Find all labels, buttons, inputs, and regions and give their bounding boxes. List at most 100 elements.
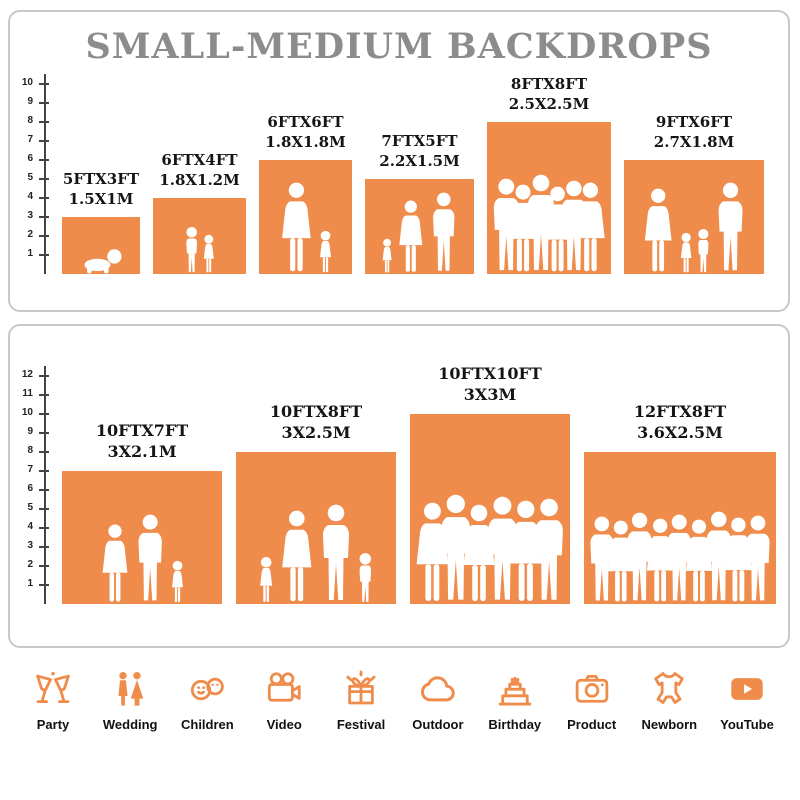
backdrop-size-label: 5FTX3FT 1.5X1M xyxy=(63,170,139,209)
ruler-tick xyxy=(39,508,49,510)
backdrop-size-label: 9FTX6FT 2.7X1.8M xyxy=(654,113,734,152)
silhouette-group xyxy=(236,504,396,604)
category-row: Party Wedding Children Video Festival Outdoor… xyxy=(10,668,790,732)
man-silhouette xyxy=(530,498,568,604)
birthday-icon xyxy=(494,668,536,710)
backdrop-item: 6FTX6FT 1.8X1.8M xyxy=(259,113,352,274)
backdrop-item: 7FTX5FT 2.2X1.5M xyxy=(365,132,474,274)
ruler-number: 5 xyxy=(27,172,33,183)
silhouette-group xyxy=(624,182,764,274)
silhouette-group xyxy=(62,514,222,604)
size-ft-text: 6FTX4FT xyxy=(161,151,238,169)
size-ft-text: 12FTX8FT xyxy=(633,402,727,422)
category-festival: Festival xyxy=(334,668,388,732)
category-label: Outdoor xyxy=(412,717,464,732)
man-silhouette xyxy=(318,504,354,604)
category-label: YouTube xyxy=(720,717,774,732)
size-m-text: 3X3M xyxy=(463,385,517,405)
backdrop-rect xyxy=(487,122,611,274)
size-ft-text: 7FTX5FT xyxy=(381,132,458,150)
woman-silhouette xyxy=(641,188,675,274)
child-silhouette xyxy=(696,228,711,274)
ruler-tick xyxy=(39,489,49,491)
ruler-tick xyxy=(39,527,49,529)
ruler-number: 7 xyxy=(27,464,33,475)
ruler-number: 2 xyxy=(27,559,33,570)
ruler-number: 4 xyxy=(27,521,33,532)
ruler-tick xyxy=(39,546,49,548)
size-ft-text: 10FTX10FT xyxy=(438,364,542,384)
bottom-ruler: 1 2 3 4 5 6 7 8 9 10 11 12 xyxy=(20,366,49,604)
category-video: Video xyxy=(257,668,311,732)
ruler-tick xyxy=(39,254,49,256)
ruler-tick xyxy=(39,432,49,434)
woman-silhouette xyxy=(99,524,131,604)
bottom-bars: 10FTX7FT 3X2.1M 10FTX8FT 3X2.5M 10FTX10FT 3X3… xyxy=(62,364,776,604)
backdrop-rect xyxy=(624,160,764,274)
bottom-panel: 1 2 3 4 5 6 7 8 9 10 11 12 10FTX7FT 3X2.1M 10FTX8FT 3X… xyxy=(8,324,790,648)
ruler-number: 1 xyxy=(27,578,33,589)
ruler-tick xyxy=(39,197,49,199)
backdrop-rect xyxy=(410,414,570,604)
wedding-icon xyxy=(109,668,151,710)
backdrop-item: 9FTX6FT 2.7X1.8M xyxy=(624,113,764,274)
category-label: Party xyxy=(36,717,70,732)
size-m-text: 2.5X2.5M xyxy=(508,94,590,113)
ruler-tick xyxy=(39,121,49,123)
size-m-text: 1.8X1.2M xyxy=(159,170,240,189)
backdrop-rect xyxy=(584,452,776,604)
backdrop-rect xyxy=(236,452,396,604)
ruler-number: 4 xyxy=(27,191,33,202)
girl-silhouette xyxy=(202,234,216,274)
backdrop-size-label: 8FTX8FT 2.5X2.5M xyxy=(509,75,589,114)
backdrop-item: 10FTX8FT 3X2.5M xyxy=(236,402,396,604)
ruler-number: 11 xyxy=(22,388,33,399)
silhouette-group xyxy=(259,182,352,274)
backdrop-rect xyxy=(62,471,222,604)
top-chart-area: 1 2 3 4 5 6 7 8 9 10 5FTX3FT 1.5X1M 6FTX4FT 1.8X1.2M… xyxy=(20,74,778,274)
size-ft-text: 5FTX3FT xyxy=(62,170,140,188)
girl-silhouette xyxy=(679,232,693,274)
ruler-number: 1 xyxy=(27,248,33,259)
category-children: Children xyxy=(180,668,234,732)
backdrop-size-label: 10FTX10FT 3X3M xyxy=(438,364,541,406)
child-silhouette xyxy=(184,226,199,274)
size-m-text: 1.5X1M xyxy=(68,189,134,208)
children-icon xyxy=(186,668,228,710)
backdrop-size-label: 10FTX8FT 3X2.5M xyxy=(270,402,362,444)
size-ft-text: 10FTX8FT xyxy=(269,402,363,422)
category-label: Wedding xyxy=(102,717,158,732)
backdrop-size-label: 12FTX8FT 3.6X2.5M xyxy=(634,402,726,444)
category-outdoor: Outdoor xyxy=(411,668,465,732)
ruler-tick xyxy=(39,565,49,567)
backdrop-item: 5FTX3FT 1.5X1M xyxy=(62,170,140,274)
ruler-tick xyxy=(39,140,49,142)
ruler-number: 10 xyxy=(21,77,33,88)
category-newborn: Newborn xyxy=(641,668,698,732)
size-ft-text: 6FTX6FT xyxy=(267,113,344,131)
ruler-number: 3 xyxy=(27,210,33,221)
ruler-number: 10 xyxy=(21,407,33,418)
category-label: Children xyxy=(180,717,234,732)
backdrop-size-label: 6FTX6FT 1.8X1.8M xyxy=(265,113,345,152)
category-label: Newborn xyxy=(641,717,698,732)
ruler-tick xyxy=(39,394,49,396)
ruler-number: 8 xyxy=(27,115,33,126)
video-icon xyxy=(263,668,305,710)
silhouette-group xyxy=(62,248,140,274)
man-silhouette xyxy=(134,514,166,604)
product-icon xyxy=(571,668,613,710)
man-silhouette xyxy=(742,515,774,604)
category-label: Festival xyxy=(336,717,386,732)
man-silhouette xyxy=(714,182,747,274)
page-title: SMALL-MEDIUM BACKDROPS xyxy=(85,26,713,67)
ruler-tick xyxy=(39,178,49,180)
ruler-tick xyxy=(39,375,49,377)
ruler-number: 7 xyxy=(27,134,33,145)
size-m-text: 2.7X1.8M xyxy=(653,132,735,151)
ruler-number: 8 xyxy=(27,445,33,456)
woman-silhouette xyxy=(278,510,316,604)
silhouette-group xyxy=(153,226,246,274)
silhouette-group xyxy=(584,511,776,604)
ruler-number: 6 xyxy=(27,153,33,164)
